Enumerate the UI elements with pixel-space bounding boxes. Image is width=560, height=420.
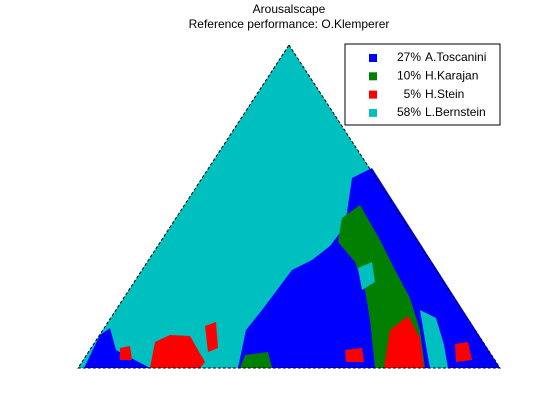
- legend-name: H.Stein: [425, 87, 464, 101]
- legend-name: H.Karajan: [425, 68, 478, 82]
- region-red: [150, 335, 205, 368]
- legend-share: 58%: [397, 105, 421, 119]
- region-red: [384, 316, 424, 368]
- region-cyan: [420, 310, 448, 368]
- region-map: [77, 44, 501, 369]
- chart-subtitle: Reference performance: O.Klemperer: [189, 17, 390, 31]
- region-red: [455, 342, 472, 362]
- legend-share: 27%: [397, 50, 421, 64]
- legend-name: A.Toscanini: [425, 50, 486, 64]
- triangle-outline: [77, 44, 501, 369]
- legend-name: L.Bernstein: [425, 105, 486, 119]
- legend-share: 10%: [397, 68, 421, 82]
- region-cyan: [358, 262, 375, 290]
- legend-marker: [369, 108, 377, 117]
- region-blue: [84, 328, 150, 368]
- region-green: [240, 352, 272, 368]
- legend-marker: [369, 54, 377, 62]
- region-red: [345, 348, 364, 362]
- legend-share: 5%: [404, 87, 422, 101]
- legend-marker: [369, 90, 377, 99]
- chart-title: Arousalscape: [253, 2, 326, 16]
- legend-marker: [369, 72, 377, 81]
- region-red: [120, 346, 132, 360]
- region-red: [205, 322, 218, 352]
